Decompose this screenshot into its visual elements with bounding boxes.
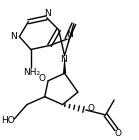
Polygon shape	[63, 55, 66, 73]
Text: O: O	[115, 129, 122, 138]
Text: N: N	[60, 54, 67, 64]
Text: NH₂: NH₂	[23, 68, 40, 77]
Text: O: O	[88, 104, 95, 113]
Text: N: N	[66, 30, 73, 39]
Text: N: N	[10, 32, 17, 41]
Text: N: N	[44, 9, 51, 18]
Text: O: O	[39, 74, 46, 83]
Text: HO: HO	[1, 116, 15, 125]
